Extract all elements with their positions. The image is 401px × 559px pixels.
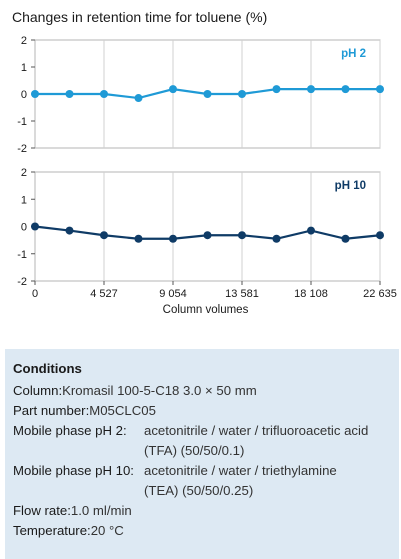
mobile-phase-ph2-line2: (TFA) (50/50/0.1) bbox=[144, 443, 245, 458]
x-tick-label: 9 054 bbox=[159, 288, 187, 300]
panel-label: pH 2 bbox=[341, 48, 366, 60]
panel-frame bbox=[34, 171, 381, 282]
flow-label: Flow rate: bbox=[13, 503, 71, 518]
mobile-phase-ph2-row: Mobile phase pH 2: acetonitrile / water … bbox=[13, 421, 399, 461]
data-point bbox=[272, 234, 281, 243]
part-row: Part number: M05CLC05 bbox=[13, 401, 399, 421]
y-tick-label: -1 bbox=[17, 249, 27, 261]
data-point bbox=[134, 94, 143, 103]
data-point bbox=[100, 90, 108, 98]
y-tick-label: 1 bbox=[21, 194, 27, 206]
chart-title: Changes in retention time for toluene (%… bbox=[12, 9, 268, 25]
panel-label: pH 10 bbox=[335, 180, 366, 192]
data-point bbox=[203, 231, 212, 240]
mobile-phase-ph10-row: Mobile phase pH 10: acetonitrile / water… bbox=[13, 461, 399, 501]
data-point bbox=[169, 234, 177, 243]
data-point bbox=[203, 90, 212, 98]
data-point bbox=[307, 226, 315, 235]
data-point bbox=[65, 90, 74, 98]
x-tick-label: 18 108 bbox=[294, 288, 328, 300]
conditions-title: Conditions bbox=[13, 361, 82, 376]
conditions-panel: Conditions Column: Kromasil 100-5-C18 3.… bbox=[5, 349, 399, 559]
x-tick-label: 0 bbox=[32, 288, 38, 300]
mobile-phase-ph2-line1: acetonitrile / water / trifluoroacetic a… bbox=[144, 423, 369, 438]
data-point bbox=[169, 85, 177, 94]
y-tick-label: 0 bbox=[21, 89, 27, 101]
temperature-label: Temperature: bbox=[13, 523, 91, 538]
mobile-phase-ph10-value: acetonitrile / water / triethylamine (TE… bbox=[144, 461, 337, 501]
y-tick-label: -1 bbox=[17, 116, 27, 128]
mobile-phase-ph2-value: acetonitrile / water / trifluoroacetic a… bbox=[144, 421, 368, 461]
part-label: Part number: bbox=[13, 403, 90, 418]
data-point bbox=[100, 231, 108, 240]
y-tick-label: 0 bbox=[21, 222, 27, 234]
flow-value: 1.0 ml/min bbox=[70, 503, 132, 518]
mobile-phase-ph10-line2: (TEA) (50/50/0.25) bbox=[144, 483, 254, 498]
mobile-phase-ph10-line1: acetonitrile / water / triethylamine bbox=[144, 463, 337, 478]
data-point bbox=[341, 234, 350, 243]
flow-row: Flow rate: 1.0 ml/min bbox=[13, 501, 399, 521]
y-tick-label: 1 bbox=[21, 62, 27, 74]
data-point bbox=[238, 90, 246, 98]
data-point bbox=[272, 85, 281, 94]
y-tick-label: 2 bbox=[21, 167, 27, 179]
column-label: Column: bbox=[13, 383, 63, 398]
x-tick-label: 13 581 bbox=[225, 288, 259, 300]
data-point bbox=[376, 85, 384, 94]
mobile-phase-ph2-label: Mobile phase pH 2: bbox=[13, 423, 127, 438]
column-row: Column: Kromasil 100-5-C18 3.0 × 50 mm bbox=[13, 381, 399, 401]
retention-chart: 2 1 0 -1 -2 pH 2 2 1 0 -1 -2 pH 10 0 4 527 9 054 13 581… bbox=[17, 35, 397, 316]
y-tick-label: -2 bbox=[17, 276, 27, 288]
temperature-row: Temperature: 20 °C bbox=[13, 521, 399, 541]
data-point bbox=[134, 234, 143, 243]
x-axis-label: Column volumes bbox=[163, 304, 249, 316]
x-tick-label: 4 527 bbox=[90, 288, 118, 300]
data-point bbox=[376, 231, 384, 240]
data-point bbox=[31, 90, 39, 98]
column-value: Kromasil 100-5-C18 3.0 × 50 mm bbox=[62, 383, 257, 398]
data-point bbox=[238, 231, 246, 240]
data-point bbox=[341, 85, 350, 94]
mobile-phase-ph10-label: Mobile phase pH 10: bbox=[13, 463, 134, 478]
y-tick-label: -2 bbox=[17, 143, 27, 155]
part-value: M05CLC05 bbox=[89, 403, 156, 418]
y-tick-label: 2 bbox=[21, 35, 27, 47]
data-point bbox=[307, 85, 315, 94]
data-point bbox=[65, 226, 74, 235]
temperature-value: 20 °C bbox=[90, 523, 124, 538]
data-point bbox=[31, 222, 39, 231]
x-tick-label: 22 635 bbox=[363, 288, 397, 300]
